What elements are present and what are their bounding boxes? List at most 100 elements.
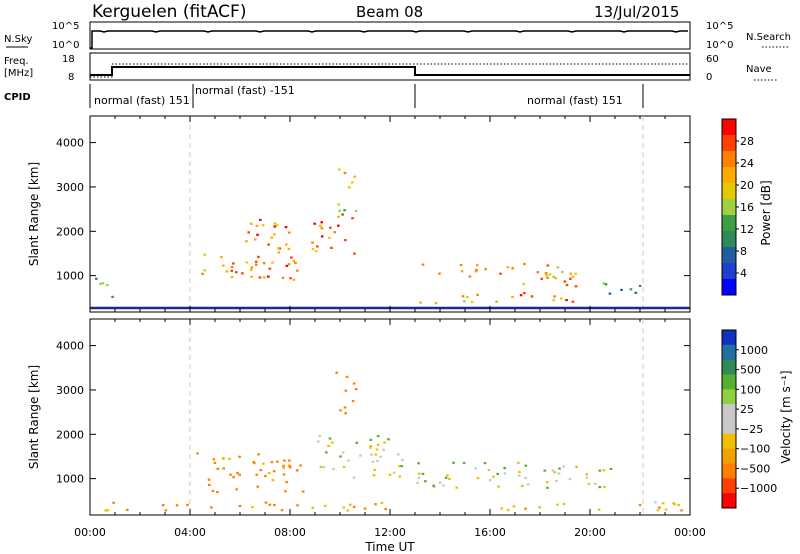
data-cell [376, 460, 379, 463]
power-colorbar-swatch [722, 167, 736, 184]
data-cell [379, 455, 382, 458]
data-cell [245, 240, 248, 243]
data-cell [318, 435, 321, 438]
data-cell [374, 453, 378, 456]
power-colorbar-tick-label: 28 [740, 135, 754, 148]
data-cell [656, 509, 660, 512]
data-cell [557, 472, 561, 475]
data-cell [267, 243, 270, 246]
data-cell [330, 246, 333, 249]
data-cell [556, 503, 559, 506]
freq-trace [90, 66, 690, 76]
data-cell [401, 458, 404, 461]
velocity-colorbar-tick-label: 1000 [740, 344, 768, 357]
data-cell [354, 209, 358, 213]
data-cell [282, 464, 285, 467]
power-ylabel: Slant Range [km] [27, 162, 41, 266]
data-cell [672, 502, 675, 505]
data-cell [476, 477, 480, 480]
data-cell [301, 490, 305, 493]
time-axis-label: Time UT [364, 540, 415, 554]
data-cell [264, 501, 268, 504]
data-cell [292, 259, 296, 262]
data-cell [329, 226, 332, 229]
data-cell [565, 283, 569, 287]
data-cell [585, 473, 588, 476]
data-cell [273, 233, 276, 236]
data-cell [538, 506, 541, 509]
data-cell [343, 209, 346, 212]
data-cell [267, 275, 270, 278]
data-cell [604, 283, 608, 286]
data-cell [232, 476, 235, 479]
data-cell [346, 509, 350, 512]
data-cell [245, 261, 249, 264]
data-cell [602, 469, 606, 472]
data-cell [344, 239, 347, 242]
data-cell [383, 441, 386, 444]
data-cell [228, 457, 231, 460]
data-cell [258, 276, 262, 279]
data-cell [452, 461, 455, 464]
data-cell [270, 236, 273, 239]
time-axis-ticks: 00:00 04:00 08:00 12:00 16:00 20:00 00:00 [74, 526, 706, 539]
velocity-colorbar-swatch [722, 419, 736, 435]
data-cell [661, 502, 665, 505]
data-cell [388, 473, 392, 476]
data-cell [225, 270, 229, 273]
data-cell [287, 247, 291, 250]
data-cell [374, 503, 377, 506]
data-cell [267, 472, 271, 475]
data-cell [353, 175, 357, 178]
data-cell [376, 435, 380, 438]
velocity-colorbar-swatch [722, 330, 736, 346]
data-cell [400, 465, 403, 468]
data-cell [376, 443, 380, 446]
data-cell [382, 448, 385, 451]
data-cell [416, 481, 419, 484]
data-cell [438, 272, 441, 275]
data-cell [337, 203, 340, 206]
data-cell [597, 508, 601, 511]
data-cell [268, 267, 272, 270]
data-cell [285, 481, 288, 484]
velocity-colorbar: 1000 500 100 25 −25 −100 −500 −1000 [721, 329, 777, 509]
data-cell [262, 462, 265, 465]
data-cell [344, 412, 347, 415]
data-cell [603, 485, 606, 489]
data-cell [254, 238, 257, 241]
data-cell [273, 504, 276, 507]
power-panel-frame [89, 115, 691, 313]
data-cell [339, 409, 342, 412]
power-colorbar-swatch [722, 279, 736, 296]
data-cell [352, 505, 356, 508]
data-cell [524, 464, 528, 467]
data-cell [398, 475, 401, 478]
data-cell [230, 265, 234, 269]
data-cell [220, 256, 223, 259]
data-cell [268, 503, 272, 506]
data-cell [474, 270, 477, 273]
data-cell [338, 168, 341, 171]
velocity-colorbar-swatch [722, 374, 736, 390]
date-label: 13/Jul/2015 [594, 3, 679, 21]
data-cell [448, 477, 451, 480]
data-cell [511, 267, 514, 270]
data-cell [222, 467, 225, 470]
velocity-axis-ticks: 4000 3000 2000 1000 [56, 319, 691, 515]
data-cell [282, 473, 286, 476]
range-tick-label: 2000 [56, 225, 84, 238]
data-cell [271, 479, 275, 482]
data-cell [320, 221, 323, 224]
data-cell [540, 277, 543, 280]
velocity-colorbar-swatch [722, 433, 736, 449]
range-tick-label: 3000 [56, 181, 84, 194]
data-cell [282, 466, 285, 470]
data-cell [207, 478, 211, 481]
data-cell [524, 507, 527, 510]
data-cell [203, 253, 206, 256]
data-cell [351, 181, 354, 184]
data-cell [370, 453, 373, 456]
data-cell [475, 269, 478, 272]
data-cell [523, 292, 526, 295]
